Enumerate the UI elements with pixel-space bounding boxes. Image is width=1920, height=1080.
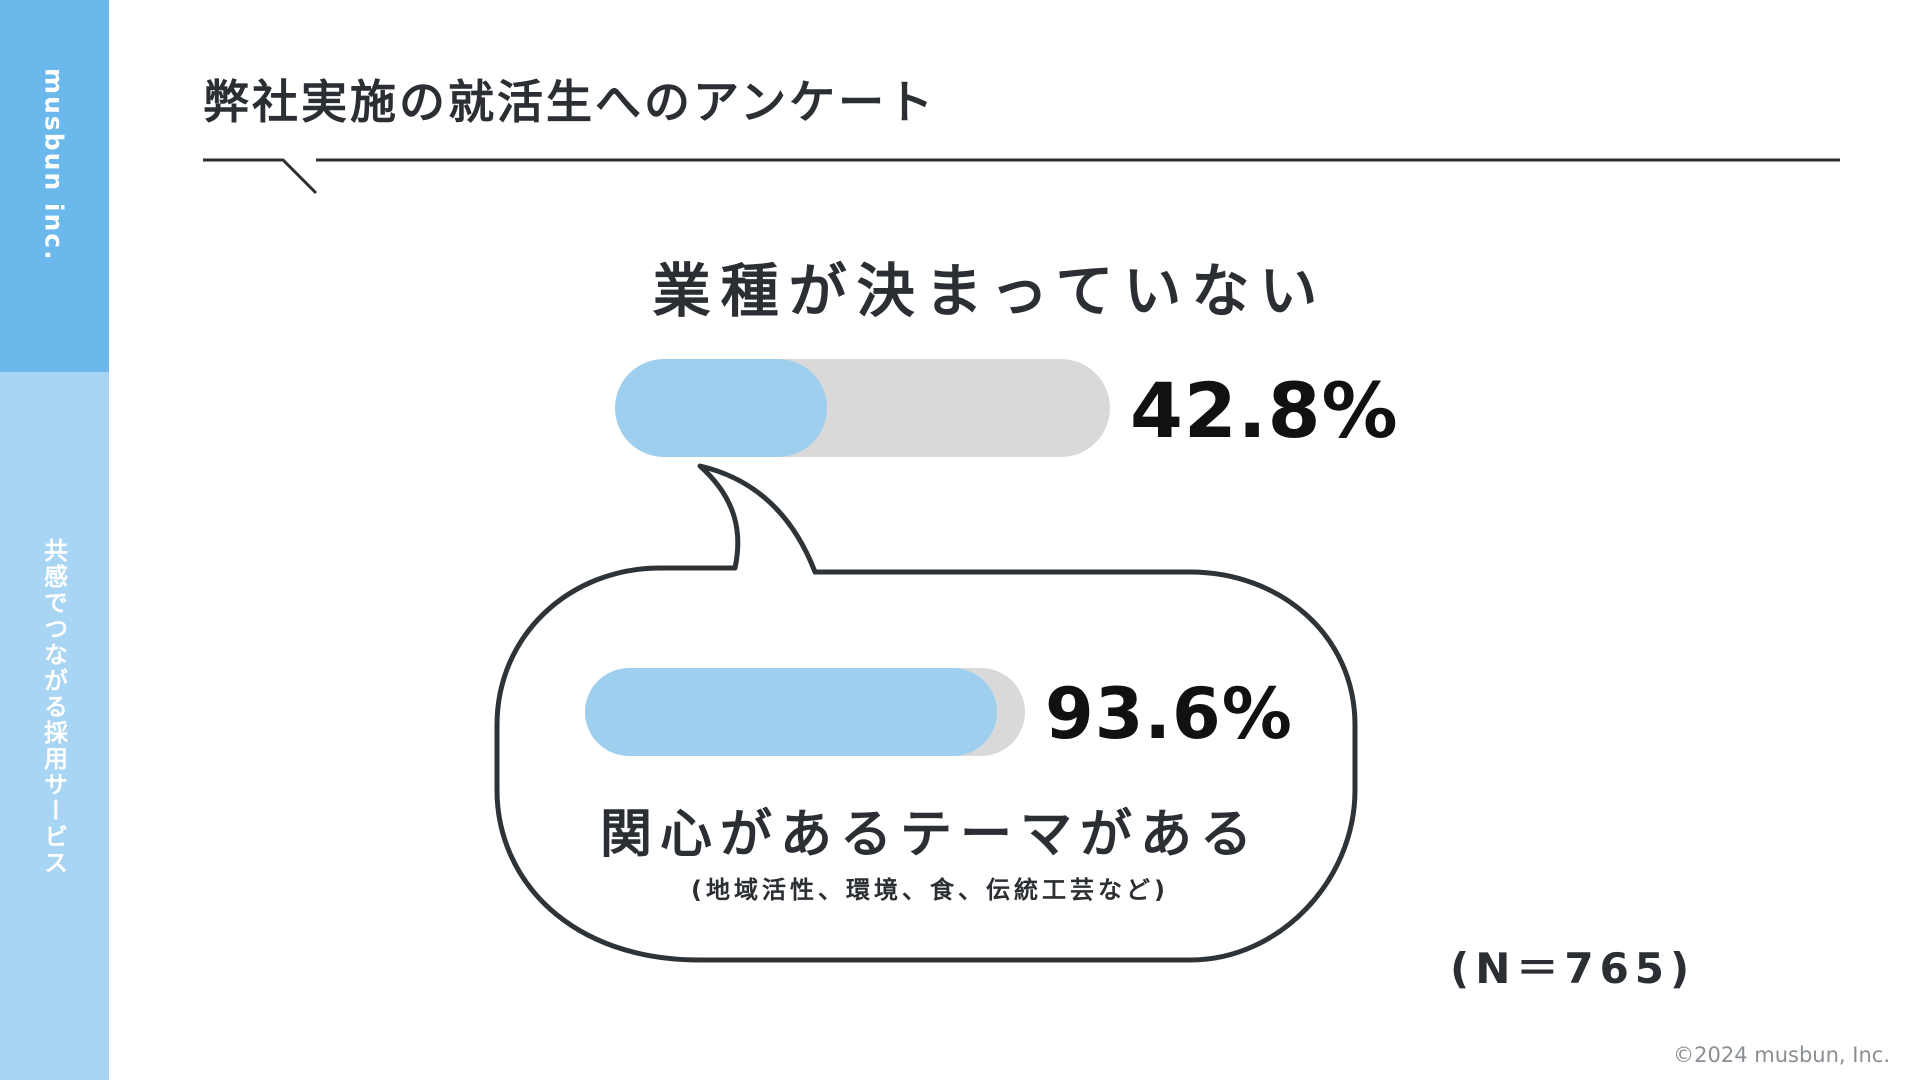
- copyright: ©2024 musbun, Inc.: [1673, 1043, 1890, 1067]
- stat2-value: 93.6%: [1045, 673, 1293, 755]
- stat2-bar-fill: [585, 668, 997, 756]
- divider-notch: [203, 158, 318, 195]
- stat2-label: 関心があるテーマがある: [599, 805, 1260, 865]
- title-divider: [203, 158, 1840, 195]
- page-title: 弊社実施の就活生へのアンケート: [203, 75, 937, 129]
- stat1-value: 42.8%: [1130, 366, 1399, 455]
- stat2-sublabel: (地域活性、環境、食、伝統工芸など): [691, 876, 1169, 904]
- sample-size: (N＝765): [1450, 944, 1696, 993]
- stat1-bar-track: [615, 359, 1110, 457]
- sidebar-bottom-panel: 共感でつながる採用サービス: [0, 372, 109, 1080]
- tagline-vertical: 共感でつながる採用サービス: [39, 538, 68, 876]
- stat2-bar-track: [585, 668, 1025, 756]
- stat1-bar-fill: [615, 359, 827, 457]
- stat1-label: 業種が決まっていない: [652, 257, 1328, 325]
- company-name-vertical: musbun inc.: [39, 68, 69, 262]
- sidebar-top-panel: musbun inc.: [0, 0, 109, 372]
